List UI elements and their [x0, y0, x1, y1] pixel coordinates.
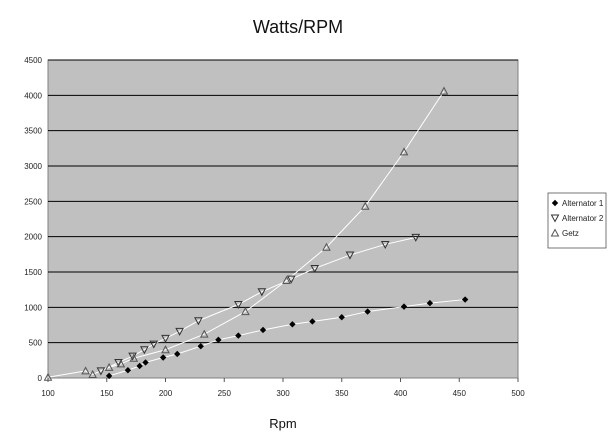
data-point: [345, 251, 355, 260]
y-tick-label: 4500: [24, 56, 42, 65]
data-point: [105, 372, 113, 380]
data-point: [194, 317, 203, 326]
x-tick-label: 100: [41, 389, 55, 398]
chart-title: Watts/RPM: [253, 17, 343, 37]
data-point: [282, 275, 291, 284]
data-point: [399, 147, 409, 156]
data-point: [360, 201, 370, 210]
x-tick-label: 400: [394, 389, 408, 398]
data-point: [310, 264, 320, 274]
data-point: [142, 359, 149, 366]
y-tick-label: 3500: [24, 127, 42, 136]
gridlines: [48, 59, 518, 344]
y-tick-label: 1000: [24, 303, 42, 312]
data-point: [114, 358, 123, 368]
data-point: [174, 350, 181, 358]
x-tick-label: 250: [218, 389, 232, 398]
y-tick-label: 2500: [24, 197, 42, 206]
legend: Alternator 1 Alternator 2 Getz: [547, 192, 607, 249]
x-tick-label: 450: [453, 389, 467, 398]
data-point: [88, 369, 97, 378]
data-point: [286, 275, 296, 284]
legend-box: [547, 192, 607, 249]
data-point: [400, 303, 408, 310]
data-point: [411, 233, 421, 242]
x-tick-label: 300: [276, 389, 290, 398]
data-point: [439, 86, 449, 95]
legend-label: Alternator 1: [562, 199, 604, 208]
legend-marker: [551, 199, 559, 207]
data-point: [199, 329, 209, 338]
y-tick-label: 2000: [24, 233, 42, 242]
data-point: [161, 334, 170, 343]
data-point: [322, 242, 331, 251]
data-point: [241, 307, 250, 316]
data-point: [159, 354, 167, 361]
axes: 0 500 1000 1500 2000 2500 3000 3500 4000 4500 100 1…: [24, 56, 525, 398]
legend-marker: [550, 228, 560, 237]
data-point: [124, 367, 132, 374]
data-point: [197, 343, 204, 350]
x-tick-label: 500: [511, 389, 525, 398]
y-tick-label: 1500: [24, 268, 42, 277]
legend-marker: [550, 214, 560, 223]
y-tick-label: 3000: [24, 162, 42, 171]
data-point: [257, 288, 267, 297]
data-point: [161, 345, 170, 354]
data-point: [116, 359, 126, 368]
y-tick-label: 4000: [24, 91, 42, 100]
data-point: [175, 327, 184, 336]
trendline-alternator-2: [100, 236, 416, 372]
data-point: [149, 340, 159, 349]
x-tick-label: 200: [159, 389, 173, 398]
legend-label: Getz: [562, 229, 579, 238]
data-point: [364, 308, 371, 315]
data-point: [140, 346, 149, 355]
data-point: [81, 366, 90, 375]
data-point: [96, 367, 106, 376]
data-point: [104, 362, 114, 371]
data-series: [43, 86, 469, 381]
x-tick-label: 350: [335, 389, 349, 398]
data-point: [380, 240, 390, 249]
y-tick-label: 500: [29, 339, 43, 348]
data-point: [309, 318, 316, 325]
plot-area: [47, 59, 519, 379]
x-axis-title: Rpm: [269, 416, 296, 431]
trendline-getz: [47, 90, 445, 378]
data-point: [338, 314, 345, 321]
data-point: [129, 353, 139, 362]
data-point: [426, 299, 434, 307]
y-tick-label: 0: [38, 374, 43, 383]
data-point: [259, 326, 267, 334]
data-point: [461, 296, 469, 303]
data-point: [289, 321, 296, 328]
data-point: [234, 301, 243, 310]
data-point: [136, 362, 143, 370]
data-point: [235, 332, 242, 339]
data-point: [215, 336, 222, 344]
legend-label: Alternator 2: [562, 214, 604, 223]
x-tick-label: 150: [100, 389, 114, 398]
